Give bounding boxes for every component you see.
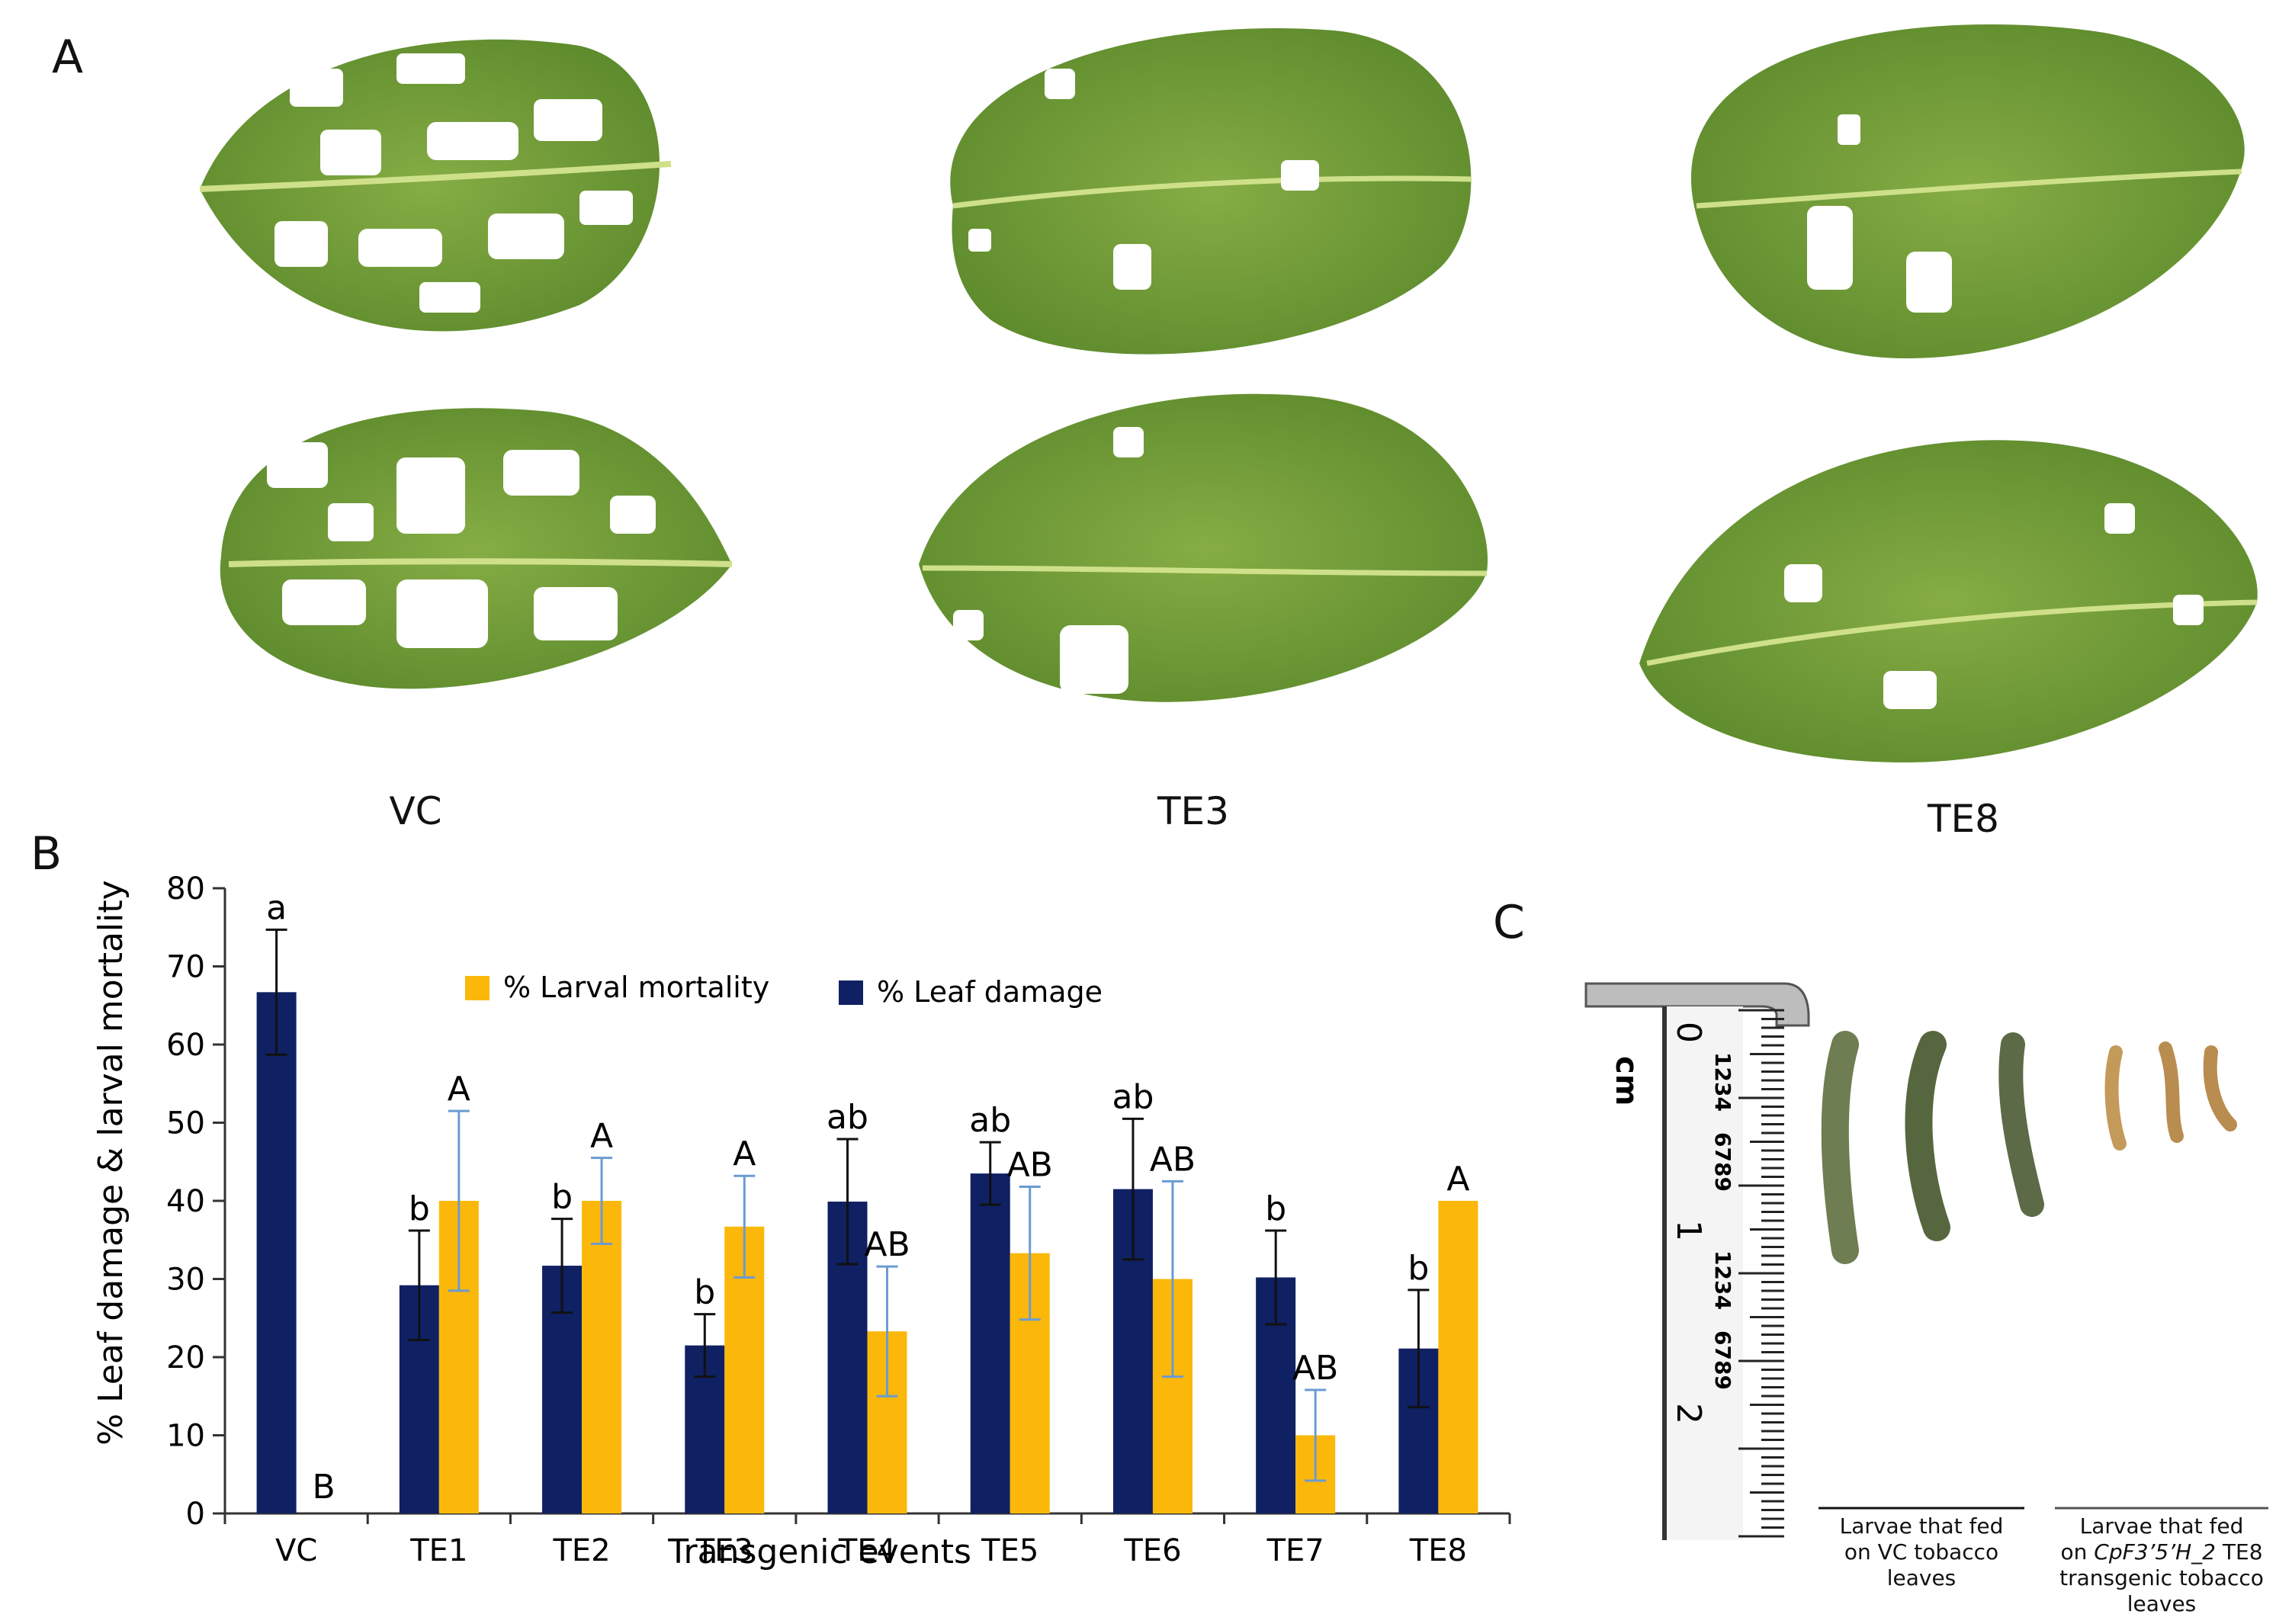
legend-label-larval-mortality: % Larval mortality xyxy=(503,971,769,1004)
leaf-photos xyxy=(199,24,2258,762)
leaf-te3-top xyxy=(950,27,1472,355)
significance-letter-leaf-damage: b xyxy=(551,1178,573,1217)
significance-letter-larval-mortality: AB xyxy=(1292,1349,1338,1388)
y-tick-label: 10 xyxy=(166,1419,205,1454)
leaf-label-te8: TE8 xyxy=(1928,797,1999,841)
leaf-vc-top xyxy=(199,39,672,332)
significance-letter-leaf-damage: ab xyxy=(1112,1077,1154,1116)
significance-letter-larval-mortality: AB xyxy=(1150,1140,1196,1179)
bar-larval-mortality xyxy=(582,1201,622,1513)
x-tick-label: TE5 xyxy=(981,1533,1038,1568)
significance-letter-leaf-damage: b xyxy=(1265,1189,1286,1228)
significance-letter-leaf-damage: b xyxy=(1408,1249,1429,1288)
significance-letter-larval-mortality: A xyxy=(1446,1160,1469,1199)
x-tick-label: TE3 xyxy=(695,1533,753,1568)
bar-leaf-damage xyxy=(970,1173,1010,1513)
x-tick-label: TE6 xyxy=(1123,1533,1181,1568)
panel-b-letter: B xyxy=(30,827,63,881)
bar-leaf-damage xyxy=(256,992,297,1513)
chart-labels: VCaBTE1bATE2bATE3bATE4abABTE5abABTE6abAB… xyxy=(266,888,1469,1568)
ruler-number-2: 2 xyxy=(1669,1403,1708,1424)
leaf-vc-bottom xyxy=(220,408,733,689)
y-tick-label: 20 xyxy=(166,1340,205,1375)
leaf-te8-bottom xyxy=(1639,440,2258,762)
caption-vc-larvae: Larvae that fed on VC tobacco leaves xyxy=(1839,1513,2004,1590)
x-tick-label: TE2 xyxy=(552,1533,610,1568)
panel-a-letter: A xyxy=(52,30,84,84)
larvae-te8 xyxy=(2104,1041,2237,1151)
ruler-ticks xyxy=(1738,1009,1784,1538)
significance-letter-larval-mortality: A xyxy=(590,1117,613,1156)
ruler: cm 0 1 2 1234 6789 1234 6789 xyxy=(1584,982,1810,1540)
y-tick-label: 0 xyxy=(186,1497,205,1532)
bar-larval-mortality xyxy=(1438,1201,1478,1513)
y-tick-label: 80 xyxy=(166,871,205,907)
legend-swatch-larval-mortality xyxy=(465,976,490,1000)
significance-letter-larval-mortality: A xyxy=(448,1070,470,1109)
y-tick-label: 30 xyxy=(166,1263,205,1298)
y-tick-label: 50 xyxy=(166,1106,205,1141)
x-tick-label: TE8 xyxy=(1409,1533,1467,1568)
ruler-digits-3: 1234 xyxy=(1710,1250,1735,1310)
significance-letter-leaf-damage: b xyxy=(409,1189,430,1228)
significance-letter-larval-mortality: B xyxy=(313,1468,335,1507)
legend: % Larval mortality % Leaf damage xyxy=(465,971,1103,1009)
x-tick-label: VC xyxy=(275,1533,317,1568)
ruler-digits-4: 6789 xyxy=(1710,1330,1735,1390)
legend-label-leaf-damage: % Leaf damage xyxy=(877,975,1103,1009)
ruler-digits-2: 6789 xyxy=(1710,1132,1735,1192)
y-tick-label: 70 xyxy=(166,950,205,985)
larvae-photo: cm 0 1 2 1234 6789 1234 6789 xyxy=(1584,982,2268,1540)
leaf-label-te3: TE3 xyxy=(1157,789,1229,833)
caption-te8-larvae: Larvae that fed on CpF3’5’H_2 TE8 transg… xyxy=(2059,1513,2264,1616)
significance-letter-leaf-damage: a xyxy=(266,888,287,927)
y-axis-label: % Leaf damage & larval mortality xyxy=(91,880,130,1445)
significance-letter-leaf-damage: b xyxy=(694,1273,715,1312)
x-tick-label: TE7 xyxy=(1266,1533,1324,1568)
chart-bars xyxy=(256,928,1478,1513)
y-tick-label: 40 xyxy=(166,1184,205,1219)
chart-axes: 0 10 20 30 40 50 60 70 80 xyxy=(166,871,1511,1532)
panel-c-letter: C xyxy=(1493,896,1525,949)
leaf-te3-bottom xyxy=(919,393,1488,702)
x-tick-label: TE1 xyxy=(409,1533,467,1568)
ruler-digits-1: 1234 xyxy=(1710,1052,1735,1112)
ruler-number-1: 1 xyxy=(1669,1220,1708,1241)
y-tick-label: 60 xyxy=(166,1028,205,1063)
x-tick-label: TE4 xyxy=(838,1533,896,1568)
significance-letter-leaf-damage: ab xyxy=(969,1101,1011,1140)
x-axis-label: Transgenic events xyxy=(667,1533,971,1571)
ruler-number-0: 0 xyxy=(1669,1022,1708,1043)
significance-letter-larval-mortality: AB xyxy=(864,1225,910,1264)
leaf-label-vc: VC xyxy=(389,789,442,833)
leaf-te8-top xyxy=(1690,24,2245,359)
significance-letter-leaf-damage: ab xyxy=(827,1098,868,1137)
ruler-unit: cm xyxy=(1609,1056,1644,1106)
significance-letter-larval-mortality: A xyxy=(733,1135,756,1173)
significance-letter-larval-mortality: AB xyxy=(1007,1146,1053,1185)
larvae-vc xyxy=(1821,1031,2044,1264)
legend-swatch-leaf-damage xyxy=(839,980,863,1005)
